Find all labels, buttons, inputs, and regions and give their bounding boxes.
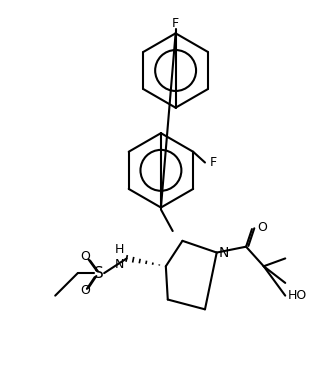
- Polygon shape: [171, 229, 183, 241]
- Text: O: O: [80, 250, 90, 263]
- Text: N: N: [219, 246, 229, 260]
- Text: S: S: [95, 266, 104, 280]
- Text: O: O: [80, 284, 90, 297]
- Text: N: N: [115, 258, 124, 271]
- Text: F: F: [172, 17, 179, 30]
- Text: HO: HO: [288, 289, 307, 302]
- Text: H: H: [115, 243, 124, 256]
- Text: O: O: [257, 221, 267, 234]
- Text: F: F: [210, 156, 217, 169]
